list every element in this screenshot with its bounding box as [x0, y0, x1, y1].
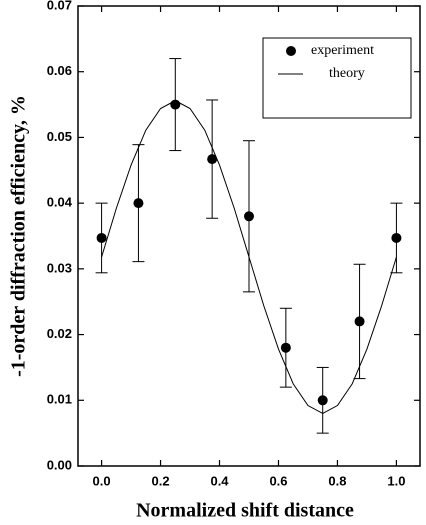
x-tick-label: 0.2 — [152, 473, 170, 488]
x-tick-label: 0.4 — [210, 473, 229, 488]
x-tick-label: 0.0 — [93, 473, 111, 488]
data-point — [280, 342, 291, 353]
theory-line — [101, 100, 397, 414]
y-tick-label: 0.03 — [47, 260, 72, 275]
y-tick-label: 0.04 — [47, 195, 73, 210]
legend-label: experiment — [311, 43, 374, 58]
data-point — [391, 232, 402, 243]
y-tick-label: 0.05 — [47, 129, 72, 144]
x-tick-label: 1.0 — [387, 473, 405, 488]
legend-marker — [286, 46, 296, 56]
data-point — [317, 395, 328, 406]
data-point — [207, 154, 218, 165]
data-point — [133, 198, 144, 209]
data-point — [354, 316, 365, 327]
y-tick-label: 0.07 — [47, 0, 72, 12]
y-tick-label: 0.00 — [47, 457, 72, 472]
y-tick-label: 0.06 — [47, 63, 72, 78]
x-tick-label: 0.8 — [328, 473, 346, 488]
data-point — [96, 232, 107, 243]
y-tick-label: 0.01 — [47, 392, 72, 407]
legend-label: theory — [329, 66, 365, 81]
data-point — [244, 211, 254, 222]
y-tick-label: 0.02 — [47, 326, 72, 341]
x-axis-title: Normalized shift distance — [136, 500, 354, 522]
plot-frame — [77, 5, 421, 467]
x-tick-label: 0.6 — [269, 473, 287, 488]
y-axis-title: -1-order diffraction efficiency, % — [8, 95, 30, 377]
